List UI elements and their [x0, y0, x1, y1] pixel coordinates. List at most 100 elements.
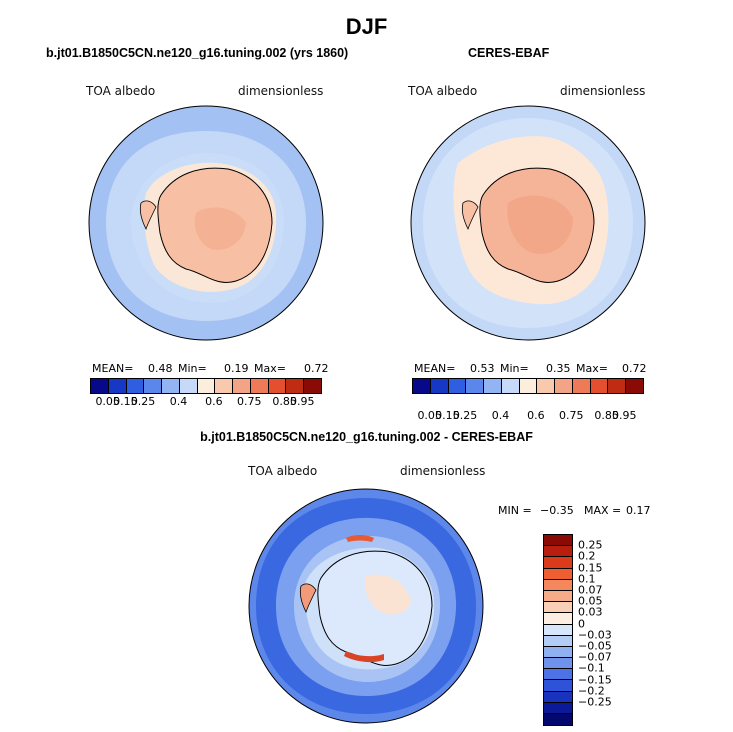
panel3-max: 0.17	[626, 504, 651, 517]
panel3-colorbar-tick-label: 0.03	[578, 605, 603, 619]
panel1-colorbar-tick-label: 0.95	[290, 395, 315, 408]
panel1-colorbar-tick-label: 0.85	[272, 395, 297, 408]
panel3-min-label: MIN =	[498, 504, 532, 517]
panel3-colorbar-tick-label: 0.1	[578, 572, 596, 586]
panel3-colorbar-swatch	[544, 557, 572, 569]
panel1-colorbar-swatch	[126, 379, 145, 393]
panel1-colorbar-swatch	[215, 379, 234, 393]
panel1-colorbar-tick-label: 0.6	[205, 395, 223, 408]
panel2-colorbar-tick-label: 0.6	[527, 409, 545, 422]
panel2-colorbar-swatch	[430, 379, 449, 393]
panel2-units: dimensionless	[560, 84, 646, 98]
panel1-colorbar-swatch	[197, 379, 216, 393]
panel2-colorbar-swatch	[501, 379, 520, 393]
panel1-min-label: Min=	[178, 362, 207, 375]
panel1-polar-map	[88, 105, 324, 341]
panel3-colorbar-swatch	[544, 635, 572, 647]
panel1-colorbar-swatch	[268, 379, 287, 393]
panel2-colorbar-labels: 0.05 0.15 0.25 0.4 0.6 0.75 0.85 0.95	[412, 409, 642, 423]
panel1-colorbar-tick-label: 0.15	[113, 395, 138, 408]
panel3-colorbar-swatch	[544, 669, 572, 681]
panel3-colorbar-tick-label: 0.25	[578, 538, 603, 552]
panel2-colorbar-swatch	[413, 379, 431, 393]
panel1-max: 0.72	[304, 362, 329, 375]
panel1-title: b.jt01.B1850C5CN.ne120_g16.tuning.002 (y…	[46, 46, 349, 60]
panel2-colorbar-swatch	[608, 379, 627, 393]
panel3-colorbar-swatch	[544, 579, 572, 591]
panel2-colorbar-tick-label: 0.25	[452, 409, 478, 422]
panel3-units: dimensionless	[400, 464, 486, 478]
panel1-colorbar-swatch	[108, 379, 127, 393]
panel3-colorbar-tick-label: −0.2	[578, 684, 605, 698]
figure-title: DJF	[345, 14, 388, 39]
panel3-colorbar-swatch	[544, 658, 572, 670]
panel3-colorbar-swatch	[544, 602, 572, 614]
panel3-colorbar-tick-label: −0.25	[578, 695, 612, 709]
panel3-colorbar-tick-label: 0	[578, 617, 585, 631]
panel2-colorbar-swatch	[466, 379, 485, 393]
panel3-colorbar-swatch	[544, 702, 572, 714]
panel2-max: 0.72	[622, 362, 647, 375]
panel1-colorbar-swatch	[250, 379, 269, 393]
panel1-colorbar-tick-label: 0.4	[169, 395, 188, 408]
panel3-colorbar-tick-label: 0.07	[578, 583, 603, 597]
panel3-variable: TOA albedo	[248, 464, 318, 478]
panel1-colorbar-swatch	[179, 379, 198, 393]
panel1-colorbar-tick-label: 0.05	[95, 395, 120, 408]
panel3-colorbar-swatch	[544, 535, 572, 547]
panel2-colorbar-swatch	[519, 379, 538, 393]
panel3-colorbar-swatch	[544, 613, 572, 625]
panel1-colorbar-labels: 0.05 0.15 0.25 0.4 0.6 0.75 0.85 0.95	[90, 395, 320, 409]
panel2-polar-map	[410, 105, 646, 341]
panel2-variable: TOA albedo	[408, 84, 478, 98]
panel2-colorbar-tick-label: 0.95	[612, 409, 637, 422]
panel3-colorbar-swatch	[544, 624, 572, 636]
panel2-mean-label: MEAN=	[414, 362, 456, 375]
panel2-colorbar-swatch	[555, 379, 573, 393]
panel1-max-label: Max=	[254, 362, 286, 375]
panel3-colorbar-tick-label: 0.2	[578, 549, 596, 563]
panel3-colorbar-tick-label: 0.05	[578, 594, 603, 608]
panel1-colorbar-tick-label: 0.75	[236, 395, 262, 408]
panel1-colorbar-swatch	[286, 379, 305, 393]
panel2-colorbar-swatch	[484, 379, 502, 393]
panel1-mean: 0.48	[148, 362, 173, 375]
panel2-colorbar-tick-label: 0.85	[594, 409, 619, 422]
panel3-colorbar-swatch	[544, 714, 572, 726]
panel1-colorbar-swatch	[91, 379, 109, 393]
panel3-colorbar-tick-label: 0.15	[578, 561, 603, 575]
panel3-colorbar-swatch	[544, 646, 572, 659]
panel1-mean-label: MEAN=	[92, 362, 134, 375]
panel3-colorbar-tick-label: −0.05	[578, 639, 612, 653]
panel1-min: 0.19	[224, 362, 249, 375]
panel2-colorbar-tick-label: 0.75	[558, 409, 584, 422]
panel1-colorbar-swatch	[233, 379, 251, 393]
panel1-colorbar-swatch	[304, 379, 321, 393]
panel2-title: CERES-EBAF	[468, 46, 550, 60]
panel1-units: dimensionless	[238, 84, 324, 98]
panel3-colorbar-swatch	[544, 568, 572, 580]
panel2-colorbar-swatch	[537, 379, 556, 393]
panel2-colorbar-swatch	[590, 379, 609, 393]
panel3-colorbar-tick-label: −0.07	[578, 650, 612, 664]
panel2-min: 0.35	[546, 362, 571, 375]
panel1-colorbar-tick-label: 0.25	[130, 395, 156, 408]
panel3-colorbar-tick-label: −0.1	[578, 661, 605, 675]
panel1-colorbar-swatch	[144, 379, 163, 393]
panel2-colorbar-swatch	[448, 379, 467, 393]
panel2-colorbar	[412, 378, 644, 394]
panel3-colorbar-tick-label: −0.03	[578, 628, 612, 642]
panel2-colorbar-swatch	[626, 379, 643, 393]
panel2-colorbar-tick-label: 0.4	[491, 409, 510, 422]
panel1-colorbar-swatch	[162, 379, 180, 393]
panel3-colorbar-swatch	[544, 590, 572, 603]
panel1-colorbar	[90, 378, 322, 394]
panel3-polar-map	[248, 488, 484, 724]
panel3-colorbar-swatch	[544, 691, 572, 703]
panel3-min: −0.35	[540, 504, 574, 517]
panel3-colorbar	[543, 534, 573, 727]
panel2-max-label: Max=	[576, 362, 608, 375]
panel1-variable: TOA albedo	[86, 84, 156, 98]
panel3-max-label: MAX =	[584, 504, 622, 517]
panel2-mean: 0.53	[470, 362, 495, 375]
